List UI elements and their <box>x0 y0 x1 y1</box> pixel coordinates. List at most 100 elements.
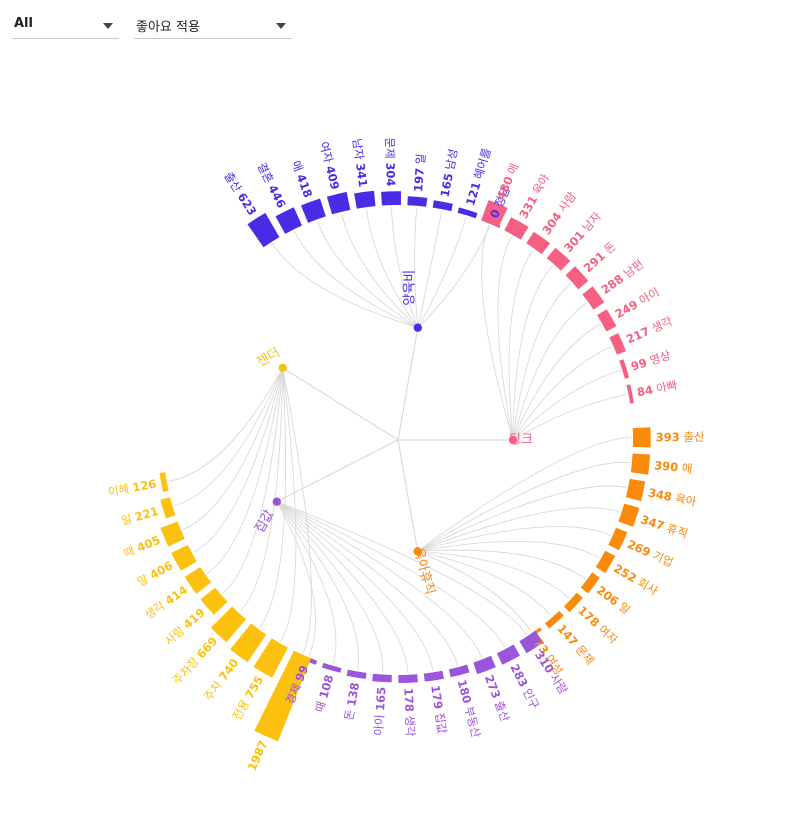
keyword-bar[interactable] <box>210 606 246 643</box>
keyword-value: 138 <box>344 681 362 707</box>
keyword-bar[interactable] <box>625 478 646 502</box>
keyword-word: 생각 <box>403 711 418 737</box>
keyword-link <box>417 437 632 552</box>
keyword-word: 아이 <box>633 284 662 308</box>
keyword-label: 생각 414 <box>142 582 190 621</box>
keyword-bar[interactable] <box>519 630 544 654</box>
keyword-word: 휴직 <box>662 519 690 540</box>
keyword-link <box>391 207 419 328</box>
keyword-label: 주차 740 <box>201 656 241 704</box>
keyword-word: 일 <box>412 153 427 168</box>
keyword-bar[interactable] <box>595 550 616 574</box>
keyword-bar[interactable] <box>407 196 428 207</box>
keyword-label: 때 405 <box>121 532 162 560</box>
keyword-word: 아빠 <box>651 377 678 396</box>
keyword-bar[interactable] <box>448 664 470 678</box>
group-node[interactable] <box>413 547 422 556</box>
keyword-bar[interactable] <box>321 662 342 673</box>
keyword-bar[interactable] <box>253 638 289 678</box>
keyword-value: 178 <box>402 687 417 712</box>
keyword-word: 출산 <box>491 695 513 724</box>
keyword-bar[interactable] <box>300 198 326 223</box>
keyword-label: 480 애 <box>493 161 521 202</box>
keyword-bar[interactable] <box>159 472 169 493</box>
keyword-bar[interactable] <box>608 527 628 551</box>
keyword-bar[interactable] <box>346 669 367 679</box>
keyword-bar[interactable] <box>632 427 651 448</box>
keyword-label: 331 육아 <box>516 171 552 221</box>
keyword-link <box>168 367 284 482</box>
like-mode-select[interactable]: 좋아요 적용 <box>134 10 292 39</box>
keyword-link <box>417 550 532 632</box>
keyword-bar[interactable] <box>597 309 617 332</box>
keyword-value: 221 <box>133 503 160 523</box>
keyword-bar[interactable] <box>481 200 508 228</box>
keyword-bar[interactable] <box>582 286 605 310</box>
keyword-word: 사람 <box>553 189 579 218</box>
keyword-link <box>276 501 505 648</box>
keyword-bar[interactable] <box>546 247 571 271</box>
keyword-bar[interactable] <box>626 384 634 404</box>
keyword-label: 283 인구 <box>508 661 543 711</box>
group-node[interactable] <box>272 497 281 506</box>
keyword-bar[interactable] <box>372 673 392 683</box>
group-node[interactable] <box>508 435 518 445</box>
keyword-value: 165 <box>437 172 455 198</box>
keyword-bar[interactable] <box>184 567 212 594</box>
keyword-bar[interactable] <box>160 497 176 519</box>
keyword-bar[interactable] <box>563 592 583 613</box>
keyword-bar[interactable] <box>526 231 551 255</box>
keyword-bar[interactable] <box>504 217 529 240</box>
keyword-link <box>365 209 419 328</box>
keyword-value: 348 <box>647 485 673 504</box>
keyword-word: 때 <box>121 542 140 560</box>
keyword-link <box>417 507 620 552</box>
keyword-bar[interactable] <box>160 521 185 547</box>
keyword-word: 아이 <box>371 710 387 736</box>
keyword-bar[interactable] <box>230 623 267 663</box>
group-node[interactable] <box>278 363 287 373</box>
keyword-bar[interactable] <box>580 572 600 594</box>
keyword-bar[interactable] <box>200 587 228 615</box>
keyword-bar[interactable] <box>432 200 453 212</box>
keyword-label: 121 혜어를 <box>463 146 494 207</box>
keyword-bar[interactable] <box>247 212 280 248</box>
keyword-bar[interactable] <box>381 191 401 206</box>
keyword-word: 애 <box>678 460 694 475</box>
keyword-label: 남자 341 <box>350 138 370 188</box>
keyword-bar[interactable] <box>326 191 351 215</box>
keyword-bar[interactable] <box>619 359 630 379</box>
group-label: 젠더 <box>255 345 283 370</box>
keyword-bar[interactable] <box>423 670 444 682</box>
keyword-bar[interactable] <box>630 453 651 475</box>
category-select[interactable]: All <box>12 10 119 39</box>
group-node[interactable] <box>413 323 422 332</box>
group-label: 양육비 <box>402 270 417 306</box>
keyword-label: 273 출산 <box>482 673 513 724</box>
keyword-label: 269 기업 <box>625 536 675 569</box>
keyword-bar[interactable] <box>496 644 520 665</box>
keyword-label: 165 남성 <box>437 148 460 199</box>
keyword-bar[interactable] <box>171 544 197 571</box>
keyword-bar[interactable] <box>565 266 589 290</box>
keyword-bar[interactable] <box>473 655 496 675</box>
keyword-link <box>417 526 611 552</box>
keyword-bar[interactable] <box>457 207 478 219</box>
keyword-bar[interactable] <box>275 207 303 234</box>
keyword-word: 여자 <box>317 140 337 167</box>
keyword-bar[interactable] <box>254 650 312 742</box>
keyword-word: 남자 <box>350 138 367 164</box>
chevron-down-icon <box>276 23 286 29</box>
keyword-word: 말 <box>135 569 154 588</box>
keyword-value: 405 <box>135 532 163 554</box>
keyword-link <box>417 550 552 617</box>
keyword-bar[interactable] <box>354 190 376 209</box>
keyword-label: 178 생각 <box>402 687 418 737</box>
keyword-bar[interactable] <box>609 333 626 355</box>
keyword-word: 남성 <box>442 148 460 175</box>
keyword-bar[interactable] <box>618 503 640 527</box>
group-link <box>397 327 419 441</box>
keyword-bar[interactable] <box>398 674 418 683</box>
group-label: 육아휴직 <box>410 546 437 596</box>
keyword-bar[interactable] <box>544 611 564 629</box>
